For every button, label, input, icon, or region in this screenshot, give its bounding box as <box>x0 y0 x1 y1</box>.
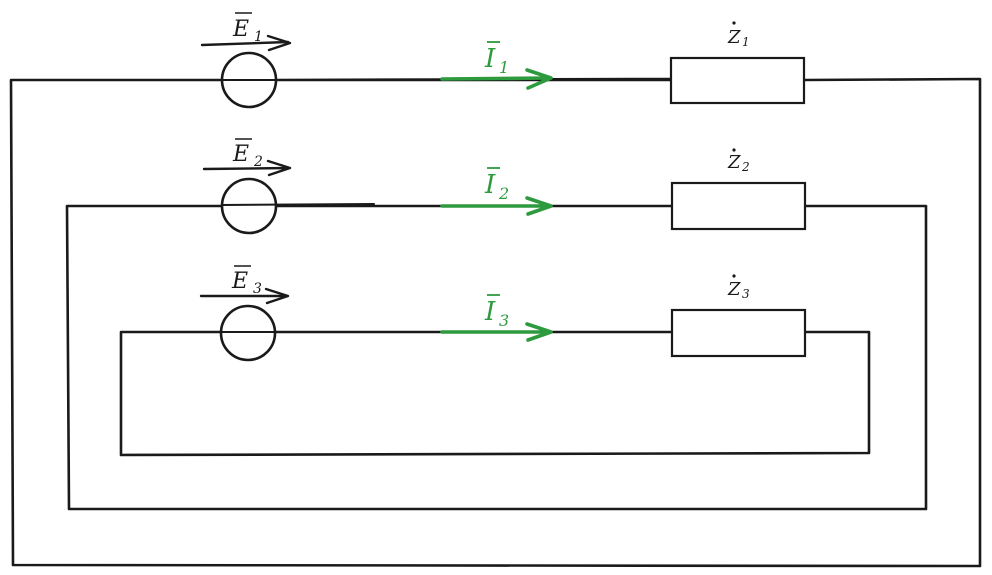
loop-3 <box>119 287 871 457</box>
loop-2-wire <box>65 204 928 511</box>
impedance-2 <box>670 181 807 231</box>
emf-arrow-3 <box>199 287 290 305</box>
current-label-2: I 2 <box>484 167 509 203</box>
emf-label-3-symbol: E <box>231 269 248 294</box>
impedance-label-1-index: 1 <box>742 35 750 49</box>
impedance-1 <box>669 56 806 105</box>
current-label-3: I 3 <box>484 294 509 330</box>
impedance-label-2-symbol: Z <box>727 152 741 173</box>
emf-label-1: E 1 <box>232 12 263 45</box>
emf-label-2-symbol: E <box>232 142 249 167</box>
emf-arrow-2 <box>202 159 292 177</box>
impedance-label-2: Z 2 <box>727 148 750 174</box>
emf-source-2-through-line <box>221 203 375 206</box>
loop-1-wire <box>9 77 982 568</box>
emf-label-3: E 3 <box>231 265 262 297</box>
impedance-label-1: Z 1 <box>727 21 750 49</box>
current-arrow-1 <box>440 68 553 90</box>
impedance-label-2-index: 2 <box>741 160 750 174</box>
emf-label-2: E 2 <box>232 138 263 170</box>
current-label-3-symbol: I <box>484 297 496 327</box>
impedance-label-3-symbol: Z <box>727 279 741 300</box>
loop-2 <box>65 159 928 511</box>
emf-source-2 <box>220 177 278 235</box>
emf-label-1-index: 1 <box>254 29 263 45</box>
emf-label-2-index: 2 <box>253 154 263 170</box>
emf-label-1-symbol: E <box>232 17 249 42</box>
current-label-1-symbol: I <box>484 44 496 74</box>
current-label-3-index: 3 <box>499 311 509 330</box>
current-arrow-2 <box>440 196 553 216</box>
current-arrow-3 <box>440 322 553 342</box>
impedance-label-3: Z 3 <box>727 274 750 301</box>
emf-label-3-index: 3 <box>253 281 262 297</box>
loop-1 <box>9 34 982 568</box>
current-label-2-symbol: I <box>484 170 496 200</box>
impedance-label-3-index: 3 <box>742 287 750 301</box>
impedance-3 <box>670 308 807 358</box>
impedance-label-1-symbol: Z <box>727 27 741 48</box>
emf-arrow-1 <box>200 34 292 52</box>
current-label-1-index: 1 <box>499 58 509 77</box>
current-label-1: I 1 <box>484 41 509 77</box>
current-label-2-index: 2 <box>498 184 509 203</box>
